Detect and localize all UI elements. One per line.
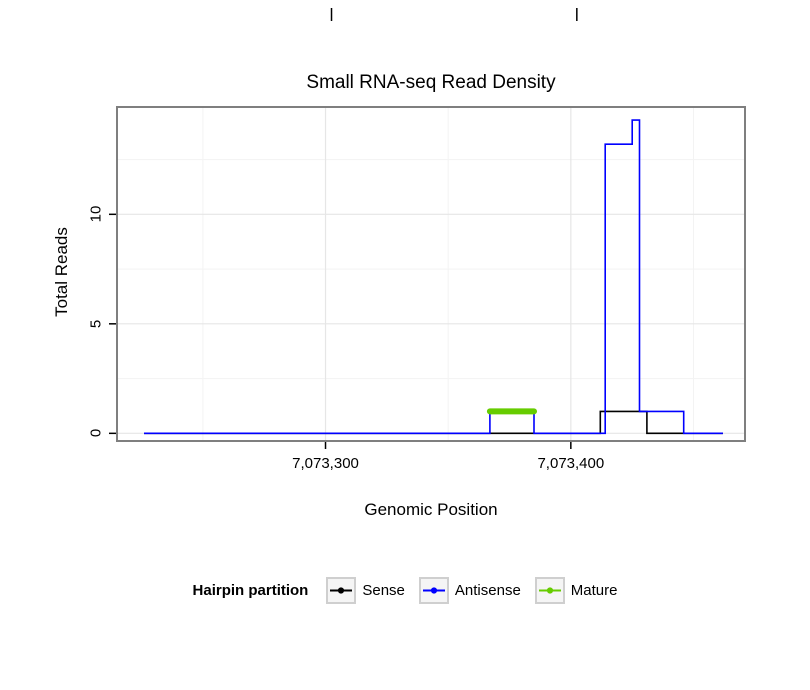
panel-border xyxy=(116,106,746,442)
y-tick-label: 0 xyxy=(87,429,105,438)
series-sense-line xyxy=(144,410,723,435)
y-tick-label: 5 xyxy=(87,319,105,328)
legend-key-antisense-icon xyxy=(418,577,449,604)
legend-key-mature-icon xyxy=(534,577,565,604)
y-tick-label: 10 xyxy=(87,205,105,223)
x-tick-label: 7,073,300 xyxy=(292,455,359,472)
legend-key-sense-icon xyxy=(326,577,357,604)
legend-label-mature: Mature xyxy=(570,582,618,599)
x-tick-label: 7,073,400 xyxy=(537,455,605,472)
legend-label-antisense: Antisense xyxy=(454,582,521,599)
legend-entry-mature: Mature xyxy=(534,577,618,604)
legend-entry-antisense: Antisense xyxy=(418,577,521,604)
panel-background xyxy=(117,107,745,441)
x-axis-title: Genomic Position xyxy=(364,500,498,519)
legend: Hairpin partition Sense Antisense xyxy=(0,577,810,604)
legend-label-sense: Sense xyxy=(362,582,405,599)
chart-title: Small RNA-seq Read Density xyxy=(306,72,556,93)
legend-title: Hairpin partition xyxy=(192,582,309,599)
legend-entry-sense: Sense xyxy=(326,577,405,604)
